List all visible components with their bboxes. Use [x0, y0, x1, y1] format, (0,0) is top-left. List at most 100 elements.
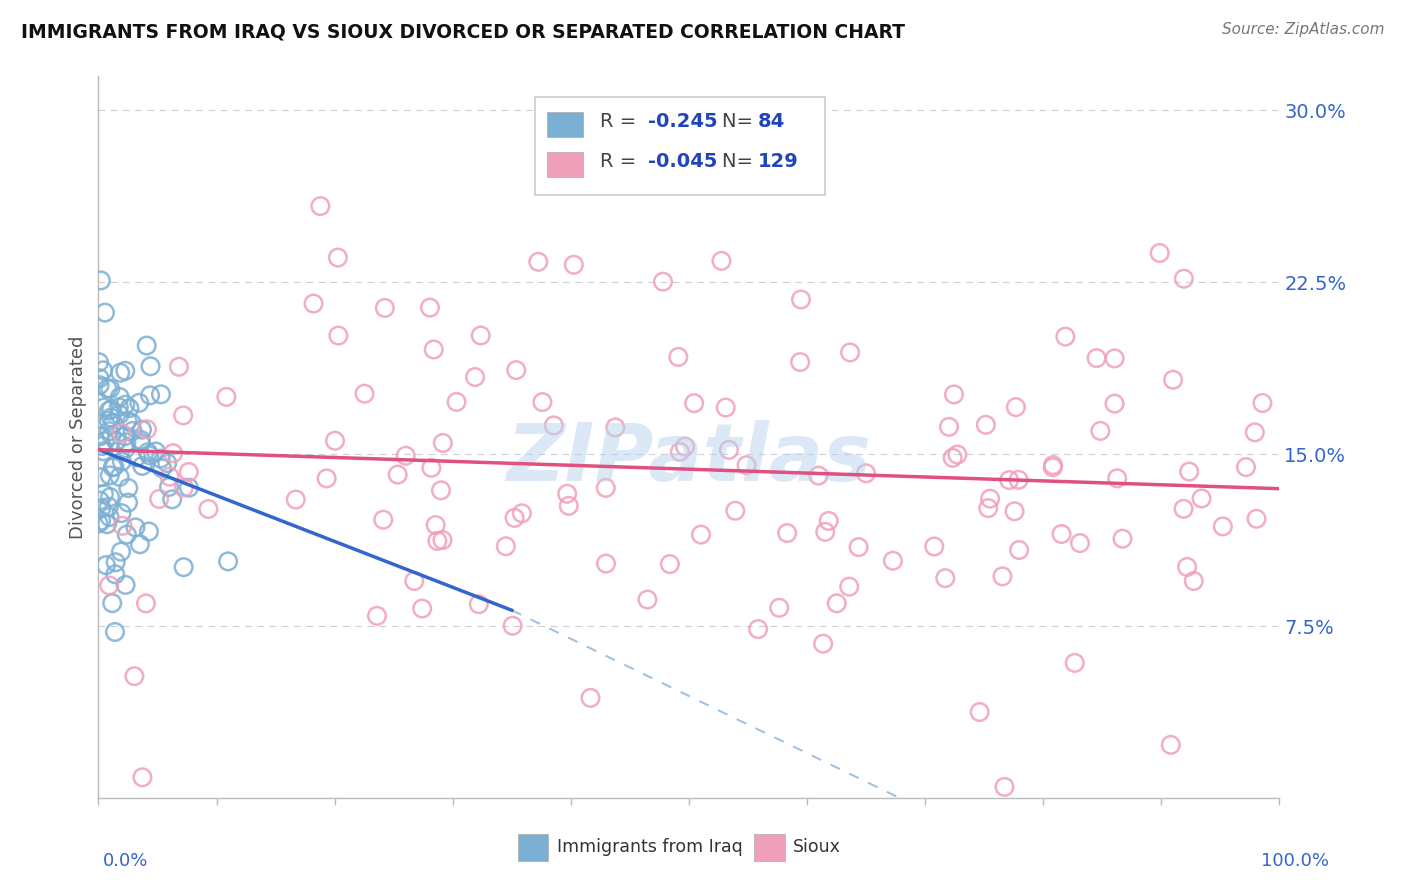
Point	[167, 359, 190, 374]
Point	[977, 501, 1000, 516]
Point	[1063, 656, 1085, 670]
Point	[172, 409, 194, 423]
Point	[114, 578, 136, 592]
Point	[1069, 536, 1091, 550]
Point	[1178, 465, 1201, 479]
Point	[669, 445, 692, 459]
Point	[543, 418, 565, 433]
Point	[1182, 574, 1205, 588]
Point	[366, 608, 388, 623]
Point	[93, 401, 115, 415]
Point	[934, 571, 956, 585]
Point	[666, 350, 689, 364]
Point	[747, 622, 769, 636]
Point	[1004, 504, 1026, 518]
Point	[148, 491, 170, 506]
Point	[993, 780, 1015, 794]
Point	[98, 510, 121, 524]
Point	[1161, 373, 1184, 387]
Point	[87, 355, 110, 369]
Point	[108, 390, 131, 404]
Point	[1234, 460, 1257, 475]
Point	[111, 518, 134, 533]
Point	[131, 423, 153, 437]
Point	[98, 468, 121, 483]
Point	[197, 502, 219, 516]
Point	[690, 527, 713, 541]
Text: Immigrants from Iraq: Immigrants from Iraq	[557, 838, 742, 856]
Point	[922, 540, 945, 554]
Point	[807, 468, 830, 483]
Text: 84: 84	[758, 112, 785, 131]
Point	[98, 578, 121, 592]
Point	[531, 395, 554, 409]
Text: -0.245: -0.245	[648, 112, 717, 131]
Point	[104, 567, 127, 582]
Point	[114, 429, 136, 443]
FancyBboxPatch shape	[536, 97, 825, 195]
Point	[683, 396, 706, 410]
Point	[145, 444, 167, 458]
Text: 129: 129	[758, 152, 799, 170]
Point	[115, 442, 138, 456]
Point	[150, 461, 173, 475]
Point	[129, 537, 152, 551]
Point	[104, 624, 127, 639]
Point	[1054, 329, 1077, 343]
Point	[91, 363, 114, 377]
Point	[108, 470, 131, 484]
Point	[136, 445, 159, 459]
Point	[139, 388, 162, 402]
Point	[636, 592, 658, 607]
Text: Sioux: Sioux	[793, 838, 841, 856]
Point	[121, 424, 143, 438]
Point	[495, 539, 517, 553]
Point	[157, 480, 180, 494]
Point	[839, 345, 862, 359]
Point	[131, 770, 153, 784]
Point	[1160, 738, 1182, 752]
Point	[87, 516, 110, 531]
Point	[98, 490, 121, 504]
Point	[89, 378, 111, 392]
Point	[138, 448, 160, 462]
Point	[353, 386, 375, 401]
Text: -0.045: -0.045	[648, 152, 717, 170]
Point	[710, 253, 733, 268]
Point	[108, 366, 131, 380]
Point	[91, 439, 114, 453]
Point	[173, 560, 195, 574]
Point	[776, 526, 799, 541]
Point	[111, 454, 134, 468]
Point	[848, 540, 870, 554]
Point	[1175, 560, 1198, 574]
Point	[97, 414, 120, 428]
Point	[419, 301, 441, 315]
Point	[595, 557, 617, 571]
Point	[108, 408, 131, 422]
Point	[1111, 532, 1133, 546]
Point	[468, 597, 491, 611]
Point	[579, 690, 602, 705]
Point	[162, 446, 184, 460]
Point	[129, 436, 152, 450]
Point	[121, 416, 143, 430]
Point	[1042, 458, 1064, 472]
Point	[1008, 543, 1031, 558]
Y-axis label: Divorced or Separated: Divorced or Separated	[69, 335, 87, 539]
Point	[124, 520, 146, 534]
Point	[135, 596, 157, 610]
Point	[430, 483, 453, 498]
Point	[1173, 271, 1195, 285]
Bar	[547, 112, 582, 137]
Text: 100.0%: 100.0%	[1261, 852, 1329, 870]
Point	[97, 500, 120, 514]
Point	[103, 459, 125, 474]
Bar	[517, 834, 548, 861]
Point	[855, 467, 877, 481]
Point	[790, 293, 813, 307]
Point	[979, 491, 1001, 506]
Point	[998, 473, 1021, 487]
Point	[470, 328, 492, 343]
Point	[562, 258, 585, 272]
